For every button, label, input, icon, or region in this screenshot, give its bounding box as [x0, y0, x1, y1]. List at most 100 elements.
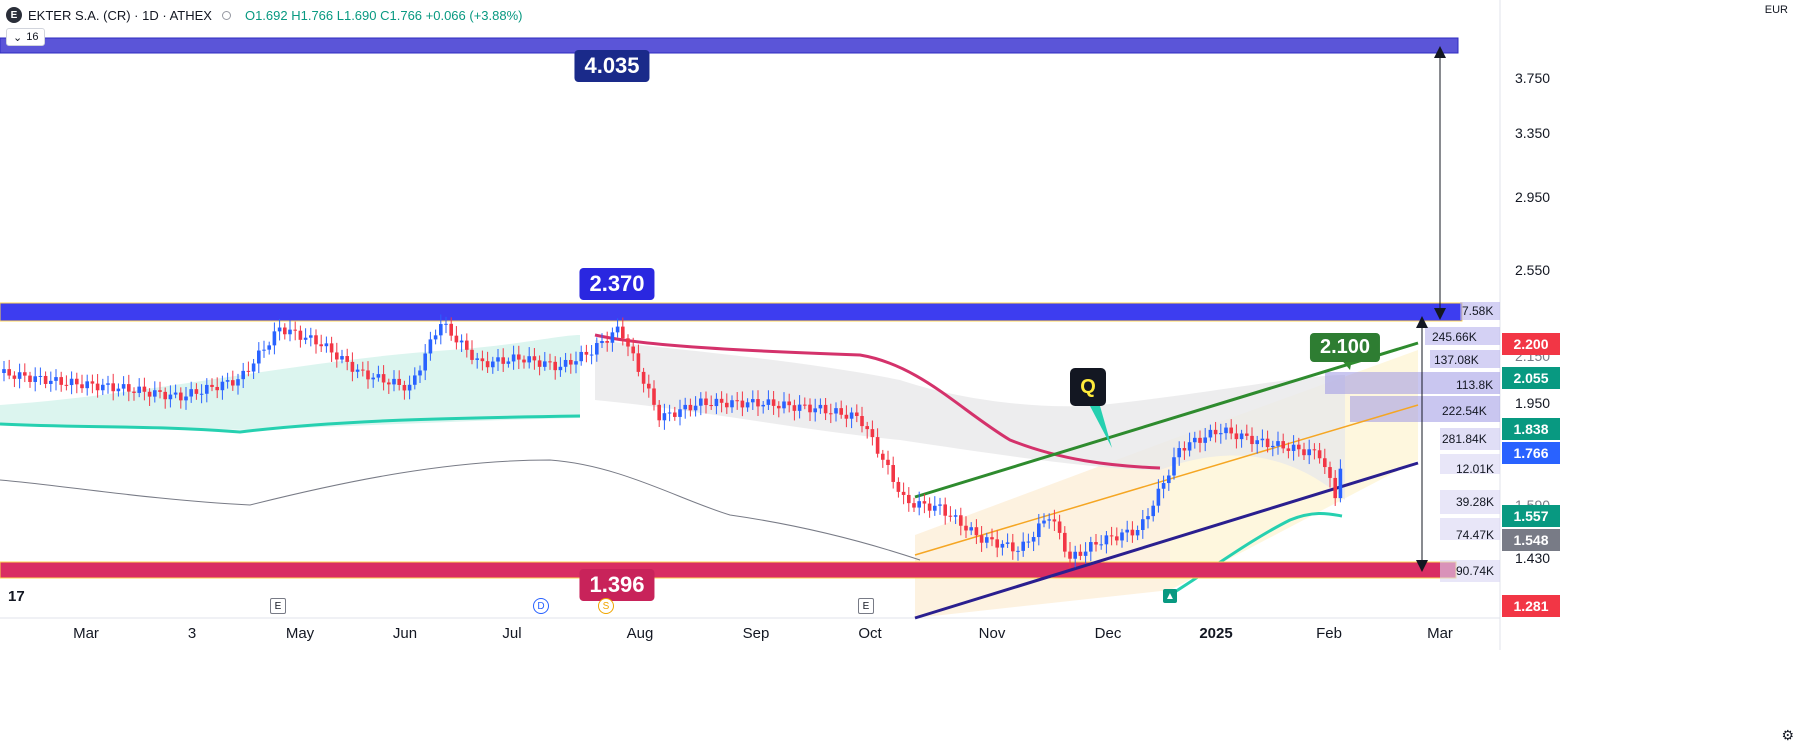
candle-body — [80, 384, 84, 389]
candle-body — [1146, 516, 1150, 520]
split-event-icon[interactable]: S — [598, 598, 614, 614]
price-badge: 1.838 — [1502, 418, 1560, 440]
candle-body — [1255, 440, 1259, 445]
target-zone — [0, 37, 1459, 54]
candle-body — [730, 400, 734, 408]
symbol-legend[interactable]: E EKTER S.A. (CR) · 1D · ATHEX O1.692 H1… — [6, 4, 523, 26]
indicators-count: 16 — [26, 31, 39, 43]
candle-body — [1271, 445, 1275, 448]
x-tick-label: Feb — [1316, 625, 1342, 642]
candle-body — [335, 352, 339, 360]
candle-body — [688, 404, 693, 411]
candle-body — [433, 335, 438, 340]
price-badge: 2.200 — [1502, 333, 1560, 355]
earnings-event-icon-2[interactable]: E — [858, 598, 874, 614]
settings-icon[interactable]: ⚙ — [1781, 727, 1794, 743]
candle-body — [1328, 467, 1332, 478]
candle-body — [423, 353, 427, 371]
x-tick-label: Jul — [502, 625, 522, 642]
candle-body — [319, 344, 323, 347]
candle-body — [1104, 535, 1109, 545]
cloud-band-2 — [595, 340, 1345, 500]
candle-body — [595, 343, 599, 355]
candle-body — [1260, 438, 1265, 441]
channel-mid-line — [914, 404, 1419, 556]
candle-body — [1208, 429, 1213, 438]
candle-body — [267, 345, 271, 350]
indicators-toggle[interactable]: ⌄ 16 — [6, 28, 46, 46]
candle-body — [366, 370, 370, 380]
y-tick-label: 2.950 — [1515, 189, 1551, 205]
candle-body — [231, 380, 235, 386]
candle-body — [912, 503, 916, 508]
symbol-title[interactable]: EKTER S.A. (CR) · 1D · ATHEX — [28, 7, 212, 23]
candle-body — [647, 383, 651, 389]
candle-body — [1083, 551, 1088, 556]
volume-label: 12.01K — [1456, 462, 1495, 476]
candle-body — [1167, 475, 1171, 484]
x-tick-label: 3 — [187, 625, 197, 642]
symbol-logo-icon: E — [6, 7, 22, 23]
candle-body — [303, 337, 308, 340]
candle-body — [771, 399, 776, 406]
candle-body — [184, 396, 188, 401]
candle-body — [948, 515, 953, 517]
candle-body — [298, 330, 303, 340]
candle-body — [1265, 438, 1270, 448]
candle-body — [236, 379, 240, 386]
candle-body — [1094, 542, 1098, 545]
candle-body — [995, 539, 999, 548]
candle-body — [1135, 529, 1140, 536]
channel-target-label: 2.100 — [1309, 333, 1381, 362]
candle-body — [64, 384, 69, 386]
candle-body — [59, 377, 63, 385]
candle-body — [1161, 483, 1166, 489]
candle-body — [860, 416, 864, 427]
candle-body — [75, 378, 79, 385]
candle-body — [54, 377, 58, 381]
earnings-event-icon[interactable]: E — [270, 598, 286, 614]
tradingview-logo[interactable]: 17 — [8, 588, 25, 605]
candle-body — [459, 340, 464, 343]
candle-body — [610, 332, 615, 343]
candle-body — [745, 402, 750, 408]
candle-body — [751, 399, 755, 403]
candle-body — [12, 375, 17, 379]
candle-body — [777, 405, 781, 409]
price-badge: 1.281 — [1502, 595, 1560, 617]
volume-label: 281.84K — [1442, 432, 1487, 446]
candle-body — [725, 402, 729, 408]
candle-body — [1239, 433, 1244, 440]
candle-body — [340, 356, 344, 360]
candle-body — [870, 429, 875, 438]
candle-body — [137, 386, 141, 393]
dividend-event-icon[interactable]: D — [533, 598, 549, 614]
candle-body — [1052, 519, 1057, 522]
candle-body — [272, 331, 277, 346]
candle-body — [823, 404, 828, 414]
candle-body — [1130, 529, 1135, 536]
currency-label[interactable]: EUR — [1764, 4, 1788, 16]
candle-body — [974, 527, 979, 536]
candle-body — [735, 400, 739, 402]
candle-body — [413, 375, 417, 385]
candle-body — [1281, 441, 1285, 449]
candle-body — [1057, 521, 1062, 533]
candle-body — [657, 404, 661, 421]
candle-body — [631, 346, 635, 354]
candle-body — [350, 361, 355, 372]
pattern-q-marker[interactable]: Q — [1070, 368, 1106, 406]
resistance-level-label: 2.370 — [579, 268, 655, 300]
candle-body — [1151, 505, 1155, 517]
candle-body — [589, 354, 594, 356]
candle-body — [23, 372, 27, 376]
candle-body — [376, 374, 381, 378]
candle-body — [355, 369, 360, 372]
candle-body — [1156, 488, 1161, 506]
signal-up-icon[interactable]: ▲ — [1163, 589, 1177, 603]
candle-body — [454, 335, 459, 343]
candle-body — [943, 504, 947, 516]
candle-body — [1037, 523, 1041, 538]
candle-body — [683, 404, 687, 410]
